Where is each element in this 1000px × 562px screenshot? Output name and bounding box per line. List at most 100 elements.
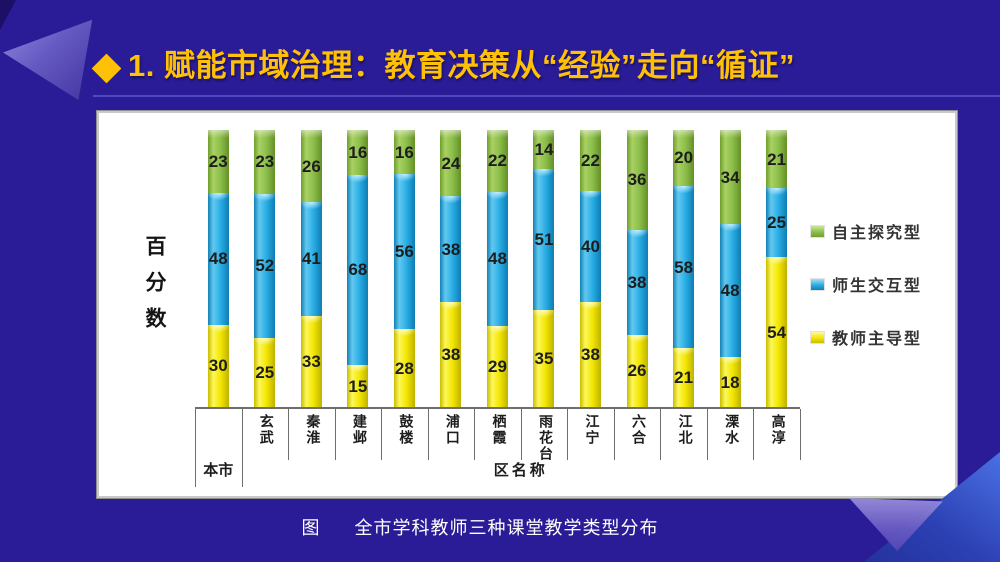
category-label: 栖霞 [490,414,506,446]
legend-label: 师生交互型 [832,278,923,295]
category-label: 玄武 [257,414,273,446]
axis-cell: 江宁 [567,409,615,487]
axis-cell: 秦淮 [288,409,336,487]
bar-segment-师生交互型: 48 [719,224,741,358]
stacked-bar: 22 48 29 [486,130,508,407]
category-label: 高淳 [769,414,785,446]
stacked-bar: 16 68 15 [347,130,369,407]
deco-top-left-triangle [3,19,93,100]
bar-value-label: 25 [767,213,787,233]
bar-segment-自主探究型: 16 [393,130,415,175]
bar-segment-教师主导型: 29 [486,325,508,407]
figure-caption-text: 全市学科教师三种课堂教学类型分布 [354,518,659,538]
deco-corner-triangle [0,0,16,30]
bar-value-label: 58 [674,257,694,277]
bar-value-label: 21 [767,149,787,169]
bar-segment-师生交互型: 52 [254,193,276,338]
stacked-bar: 21 25 54 [766,130,788,407]
bar-value-label: 68 [348,260,368,280]
diamond-bullet-icon [91,53,122,84]
axis-cell: 玄武 [242,409,289,487]
stacked-bar: 36 38 26 [626,130,648,407]
legend-item: 自主探究型 [811,220,922,242]
axis-cell: 高淳 [753,409,801,487]
bar-value-label: 54 [767,322,787,342]
axis-cell: 溧水 [707,409,754,487]
stacked-bar: 23 52 25 [254,130,276,407]
bar-value-label: 15 [348,376,368,396]
chart-legend: 自主探究型师生交互型教师主导型 [811,220,922,379]
stacked-bar: 16 56 28 [393,130,415,407]
bar-value-label: 48 [487,249,507,269]
stacked-bar: 20 58 21 [673,130,695,407]
axis-cell: 江北 [660,409,708,487]
bar-segment-教师主导型: 18 [719,357,741,407]
bar-value-label: 48 [720,281,740,301]
bar-segment-教师主导型: 26 [626,334,648,407]
bar-slot: 24 38 38 [428,130,475,408]
bar-value-label: 36 [627,170,647,190]
bar-value-label: 26 [627,361,647,381]
bar-segment-师生交互型: 48 [207,193,229,325]
bar-segment-自主探究型: 23 [207,130,229,194]
axis-cell: 建邺 [335,409,382,487]
bar-value-label: 28 [394,358,414,378]
bar-slot: 22 40 38 [567,130,614,407]
bar-value-label: 14 [534,139,554,159]
stacked-bar: 22 40 38 [580,130,602,407]
bar-segment-师生交互型: 68 [347,174,369,366]
bar-segment-师生交互型: 25 [766,188,788,258]
category-axis: 本市 玄武 秦淮 建邺 鼓楼 浦口 栖霞 雨花台 江宁 六合 江北 溧水 高淳 区名称 [195,407,801,487]
bar-segment-自主探究型: 26 [300,130,322,203]
bar-segment-自主探究型: 22 [580,130,602,191]
legend-item: 教师主导型 [811,326,922,348]
bar-value-label: 38 [627,272,647,292]
legend-swatch-icon [811,331,824,343]
bar-value-label: 26 [301,156,321,176]
bar-value-label: 22 [581,150,600,170]
bar-slot: 26 41 33 [288,130,335,407]
bar-value-label: 51 [534,229,554,249]
legend-item: 师生交互型 [811,273,922,295]
bar-value-label: 24 [441,153,461,173]
bar-segment-教师主导型: 15 [347,365,369,407]
bar-value-label: 29 [487,356,507,376]
category-label: 浦口 [443,414,459,446]
bar-value-label: 34 [720,167,740,187]
bar-value-label: 21 [674,368,694,388]
bar-segment-师生交互型: 48 [486,191,508,326]
bar-value-label: 40 [581,236,600,256]
stacked-bar: 23 48 30 [207,130,229,407]
bar-value-label: 23 [208,152,228,172]
legend-swatch-icon [811,278,824,290]
bar-slot: 14 51 35 [521,130,568,407]
category-label: 六合 [630,414,646,446]
stacked-bar: 14 51 35 [533,130,555,407]
legend-swatch-icon [811,225,824,237]
bar-segment-自主探究型: 14 [533,130,555,169]
bar-value-label: 38 [581,344,600,364]
bar-slot: 23 48 30 [195,130,242,407]
bar-value-label: 25 [255,362,275,382]
bar-slot: 16 68 15 [335,130,382,407]
bar-segment-教师主导型: 21 [673,348,695,407]
category-label: 秦淮 [304,414,320,446]
legend-label: 自主探究型 [832,225,923,242]
stacked-bar: 26 41 33 [300,130,322,407]
bar-value-label: 20 [674,148,694,168]
stacked-bar: 34 48 18 [719,130,741,407]
bar-segment-自主探究型: 23 [254,130,276,194]
bar-value-label: 38 [441,344,461,364]
bar-value-label: 48 [208,249,228,269]
category-label: 江宁 [583,414,599,446]
bar-value-label: 33 [301,351,321,371]
bar-value-label: 23 [255,152,275,172]
axis-cell: 雨花台 [521,409,568,487]
bar-segment-师生交互型: 51 [533,168,555,311]
bar-slot: 20 58 21 [660,130,707,407]
bar-value-label: 56 [394,242,414,262]
axis-cell: 浦口 [428,409,475,487]
plot-area: 23 48 30 23 52 25 26 41 33 16 68 15 16 56 28 24 38 38 22 48… [195,130,800,408]
bar-segment-教师主导型: 38 [580,301,602,407]
figure-caption: 图 全市学科教师三种课堂教学类型分布 [0,514,960,540]
